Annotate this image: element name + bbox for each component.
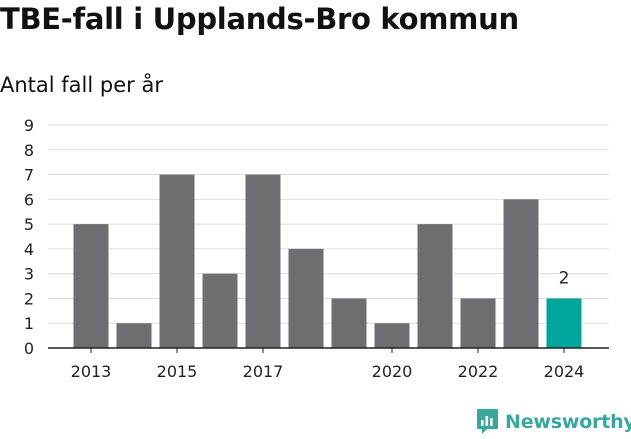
y-tick-label: 0 [24, 339, 34, 358]
bar-2023 [503, 199, 539, 348]
data-label: 2 [559, 268, 570, 288]
bar-2020 [374, 323, 410, 348]
y-tick-label: 1 [24, 314, 34, 333]
y-tick-label: 4 [24, 240, 34, 259]
y-tick-label: 5 [24, 215, 34, 234]
bar-2014 [116, 323, 152, 348]
newsworthy-logo: Newsworthy [476, 408, 631, 435]
x-tick-label: 2015 [157, 362, 198, 381]
y-tick-label: 3 [24, 265, 34, 284]
bar-2018 [288, 248, 324, 348]
y-tick-label: 6 [24, 190, 34, 209]
bar-2024 [546, 298, 582, 348]
y-tick-label: 8 [24, 141, 34, 160]
x-tick-label: 2020 [372, 362, 413, 381]
x-tick-label: 2024 [544, 362, 585, 381]
bar-2021 [417, 224, 453, 348]
y-tick-label: 9 [24, 116, 34, 135]
chart-subtitle: Antal fall per år [0, 73, 163, 97]
newsworthy-icon [477, 409, 498, 434]
y-tick-label: 2 [24, 289, 34, 308]
bar-2016 [202, 273, 238, 348]
bar-2019 [331, 298, 367, 348]
x-tick-label: 2013 [71, 362, 112, 381]
x-tick-label: 2022 [458, 362, 499, 381]
bar-2022 [460, 298, 496, 348]
y-tick-label: 7 [24, 166, 34, 185]
chart-title: TBE-fall i Upplands-Bro kommun [0, 2, 519, 36]
bar-2015 [159, 174, 195, 348]
x-tick-label: 2017 [243, 362, 284, 381]
bar-2017 [245, 174, 281, 348]
brand-name: Newsworthy [505, 410, 631, 433]
bar-2013 [73, 224, 109, 348]
